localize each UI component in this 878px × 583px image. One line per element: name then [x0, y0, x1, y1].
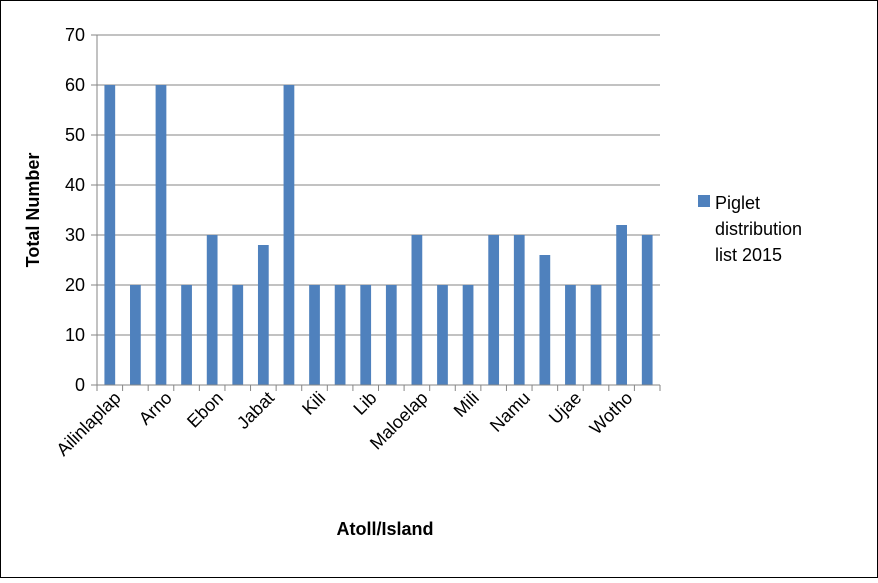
- bar: [232, 285, 244, 385]
- bar: [104, 85, 116, 385]
- y-tick-label: 20: [65, 275, 85, 295]
- bar: [309, 285, 320, 385]
- bar: [206, 235, 218, 385]
- bar: [385, 285, 397, 385]
- y-tick-label: 60: [65, 75, 85, 95]
- bars: [104, 85, 653, 385]
- y-tick-label: 30: [65, 225, 85, 245]
- legend-swatch: [698, 195, 710, 207]
- y-tick-label: 70: [65, 25, 85, 45]
- axes: [96, 35, 661, 391]
- y-tick-labels: 0 10 20 30 40 50 60 70: [65, 25, 85, 395]
- bar: [462, 285, 474, 385]
- bar: [488, 235, 500, 385]
- legend-label: Piglet: [715, 193, 760, 213]
- bar: [641, 235, 653, 385]
- bar: [360, 285, 372, 385]
- bar: [155, 85, 167, 385]
- y-axis-label: Total Number: [23, 153, 43, 268]
- y-tick-label: 0: [75, 375, 85, 395]
- legend-label: list 2015: [715, 245, 782, 265]
- bar: [283, 85, 295, 385]
- x-axis-label: Atoll/Island: [336, 519, 433, 539]
- bar: [334, 285, 346, 385]
- bar: [616, 225, 627, 385]
- bar: [130, 285, 141, 385]
- y-tick-label: 50: [65, 125, 85, 145]
- bar: [257, 245, 269, 385]
- bar: [181, 285, 192, 385]
- bar: [539, 255, 551, 385]
- bar: [411, 235, 423, 385]
- y-tick-label: 40: [65, 175, 85, 195]
- bar: [513, 235, 525, 385]
- bar: [590, 285, 602, 385]
- bar: [565, 285, 576, 385]
- bar: [437, 285, 448, 385]
- legend-label: distribution: [715, 219, 802, 239]
- y-tick-label: 10: [65, 325, 85, 345]
- legend: Piglet distribution list 2015: [698, 193, 802, 265]
